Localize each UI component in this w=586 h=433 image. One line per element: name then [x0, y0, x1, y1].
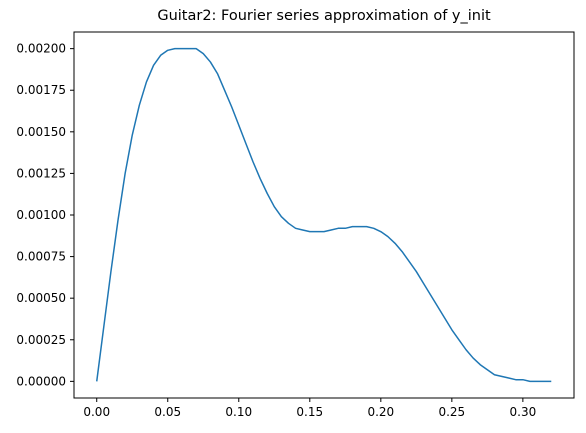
y-tick-label: 0.00150 [16, 125, 66, 139]
y-tick-label: 0.00175 [16, 83, 66, 97]
x-tick-label: 0.00 [83, 405, 110, 419]
chart-title: Guitar2: Fourier series approximation of… [157, 8, 491, 24]
y-tick-label: 0.00050 [16, 291, 66, 305]
x-tick-label: 0.15 [296, 405, 323, 419]
series-line-0 [95, 47, 552, 383]
axes-frame [73, 31, 575, 399]
x-axis: 0.00 0.05 0.10 0.15 0.20 0.25 0.30 [83, 398, 536, 419]
y-tick-label: 0.00000 [16, 374, 66, 388]
y-tick-label: 0.00125 [16, 166, 66, 180]
x-tick-label: 0.05 [154, 405, 181, 419]
y-tick-label: 0.00075 [16, 250, 66, 264]
y-tick-label: 0.00025 [16, 333, 66, 347]
x-tick-label: 0.10 [225, 405, 252, 419]
y-tick-label: 0.00100 [16, 208, 66, 222]
x-tick-label: 0.30 [510, 405, 537, 419]
y-tick-label: 0.00200 [16, 42, 66, 56]
x-tick-label: 0.20 [367, 405, 394, 419]
plot-area [95, 47, 552, 383]
x-tick-label: 0.25 [438, 405, 465, 419]
y-axis: 0.00000 0.00025 0.00050 0.00075 0.00100 0.001… [16, 42, 74, 388]
